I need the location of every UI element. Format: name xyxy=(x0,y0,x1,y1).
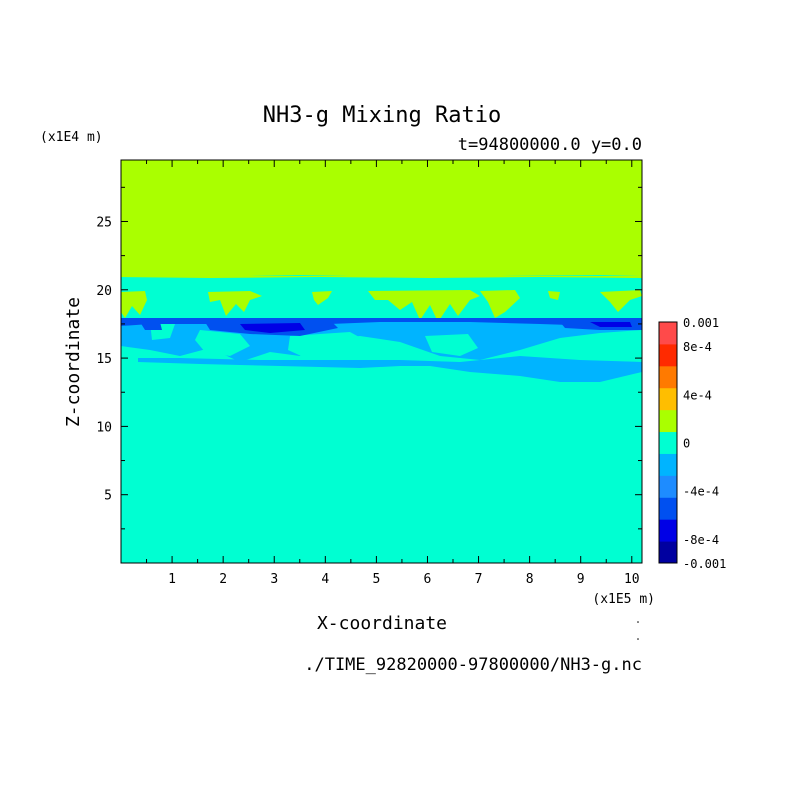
colorbar-swatch xyxy=(659,431,677,454)
plot-frame xyxy=(120,159,643,564)
contour-plot-area xyxy=(120,159,643,564)
x-tick-label: 6 xyxy=(424,572,432,587)
colorbar-labels: 0.001 8e-4 4e-4 0 -4e-4 -8e-4 -0.001 xyxy=(683,316,726,571)
chart-title: NH3-g Mixing Ratio xyxy=(263,103,501,128)
colorbar-label: 4e-4 xyxy=(683,388,712,402)
x-tick-label: 3 xyxy=(270,572,278,587)
colorbar-label: -4e-4 xyxy=(683,485,719,499)
x-axis-ticks: 1 2 3 4 5 6 7 8 9 10 xyxy=(146,160,640,587)
x-tick-label: 7 xyxy=(475,572,483,587)
colorbar-swatch xyxy=(659,387,677,411)
y-unit-label: (x1E4 m) xyxy=(40,130,103,145)
y-tick-label: 10 xyxy=(96,420,112,435)
x-tick-label: 9 xyxy=(577,572,585,587)
colorbar-swatch xyxy=(659,497,677,520)
x-tick-label: 1 xyxy=(168,572,176,587)
upper-positive-layer xyxy=(121,160,642,275)
colorbar-swatch xyxy=(659,475,677,498)
x-tick-label: 10 xyxy=(624,572,640,587)
colorbar-swatch xyxy=(659,541,677,564)
x-axis-label: X-coordinate xyxy=(317,613,447,634)
x-tick-label: 8 xyxy=(526,572,534,587)
x-unit-label: (x1E5 m) xyxy=(592,592,655,607)
colorbar-swatch xyxy=(659,365,677,389)
background-patches xyxy=(150,322,612,360)
marker-dot xyxy=(637,638,639,640)
y-axis-ticks: 5 10 15 20 25 xyxy=(96,186,642,530)
y-tick-label: 5 xyxy=(104,489,112,504)
colorbar-label: 8e-4 xyxy=(683,340,712,354)
deepest-cores xyxy=(240,322,632,333)
x-tick-label: 4 xyxy=(321,572,329,587)
colorbar-swatch xyxy=(659,322,677,345)
colorbar-swatch xyxy=(659,409,677,433)
colorbar-swatch xyxy=(659,519,677,542)
colorbar xyxy=(658,321,678,564)
x-tick-label: 5 xyxy=(372,572,380,587)
chart-subtitle: t=94800000.0 y=0.0 xyxy=(458,135,642,155)
colorbar-label: -0.001 xyxy=(683,557,726,571)
colorbar-label: -8e-4 xyxy=(683,533,719,547)
upper-layer-edge xyxy=(121,274,642,278)
y-tick-label: 20 xyxy=(96,284,112,299)
footer-path: ./TIME_92820000-97800000/NH3-g.nc xyxy=(304,655,642,675)
marker-dot xyxy=(637,621,639,623)
colorbar-frame xyxy=(658,321,678,564)
colorbar-swatch xyxy=(659,343,677,367)
colorbar-swatch xyxy=(659,453,677,476)
y-tick-label: 15 xyxy=(96,352,112,367)
colorbar-label: 0.001 xyxy=(683,316,719,330)
y-axis-label: Z-coordinate xyxy=(63,297,84,427)
positive-streaks xyxy=(121,290,642,322)
y-tick-label: 25 xyxy=(96,215,112,230)
x-tick-label: 2 xyxy=(219,572,227,587)
colorbar-label: 0 xyxy=(683,437,690,451)
